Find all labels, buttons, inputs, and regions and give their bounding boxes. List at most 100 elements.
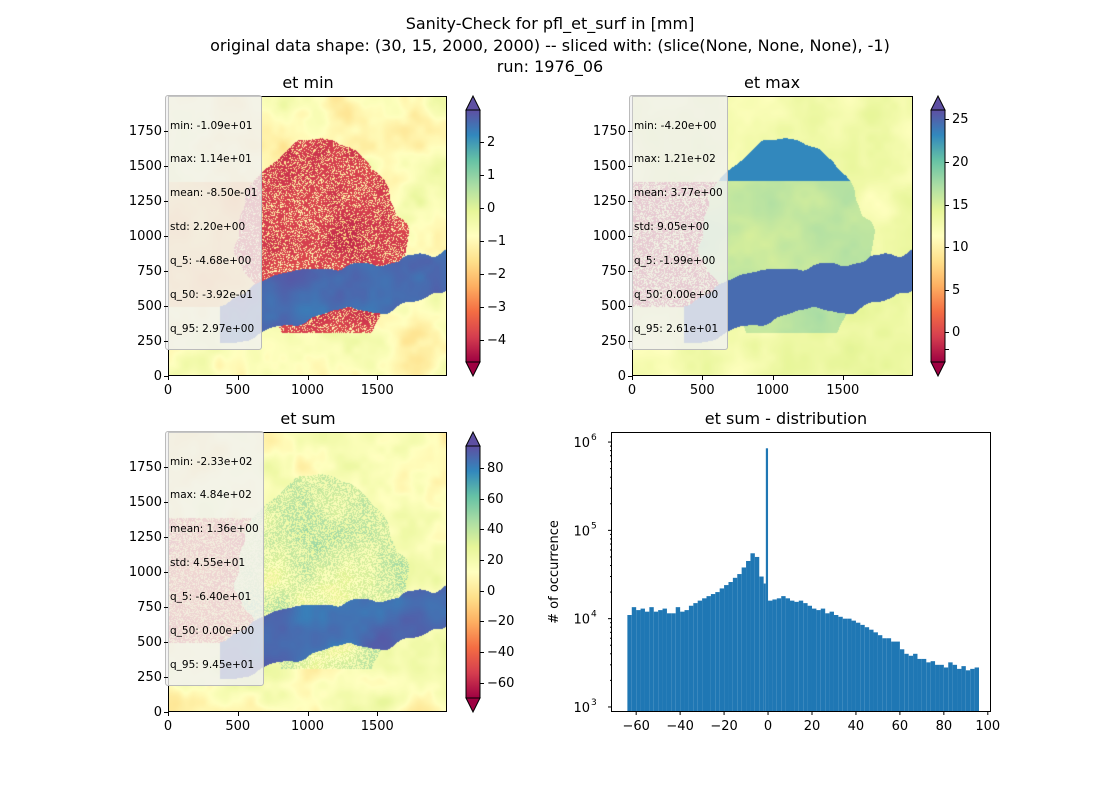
histogram-bar xyxy=(851,620,856,711)
x-tick-label: −60 xyxy=(622,719,649,734)
histogram-bar xyxy=(803,603,808,711)
y-tick-mark xyxy=(164,467,168,468)
panel-title-et-sum: et sum xyxy=(280,409,336,428)
histogram-bar xyxy=(961,666,966,711)
colorbar-tick-label: 0 xyxy=(952,325,961,341)
stat-line: q_50: 0.00e+00 xyxy=(170,625,255,638)
histogram-bar xyxy=(750,553,755,711)
histogram-bar xyxy=(829,611,834,711)
colorbar-tick-mark xyxy=(480,141,484,143)
colorbar-tick-label: 0 xyxy=(487,200,496,216)
histogram-bar xyxy=(754,556,760,711)
colorbar-tick-label: 60 xyxy=(487,491,504,507)
y-tick-mark xyxy=(164,201,168,202)
colorbar-tick-label: −40 xyxy=(487,645,515,661)
stat-line: max: 4.84e+02 xyxy=(170,489,252,502)
y-tick-label: 1250 xyxy=(128,194,162,209)
colorbar-tick-label: −3 xyxy=(487,299,507,315)
histogram-bar xyxy=(684,610,689,711)
x-tick-mark xyxy=(377,376,379,380)
stat-line: q_5: -1.99e+00 xyxy=(634,255,716,268)
histogram-bar xyxy=(776,598,782,711)
figure-title-line-3: run: 1976_06 xyxy=(496,57,604,76)
y-tick-label: 0 xyxy=(617,369,626,384)
colorbar-tick-label: 0 xyxy=(487,583,496,599)
y-tick-mark xyxy=(164,271,168,272)
histogram-bar xyxy=(952,664,958,711)
x-tick-label: 1500 xyxy=(360,383,394,398)
histogram-bar xyxy=(873,632,878,711)
histogram-bar xyxy=(759,576,764,711)
stat-line: std: 4.55e+01 xyxy=(170,557,246,570)
histogram-bar xyxy=(974,667,980,711)
histogram-bar xyxy=(891,641,896,711)
x-tick-mark xyxy=(307,376,309,380)
y-tick-label: 1500 xyxy=(128,495,162,510)
x-tick-mark xyxy=(237,712,239,716)
histogram-bar xyxy=(728,582,733,711)
histogram-bar xyxy=(772,599,777,711)
histogram-bar xyxy=(957,668,962,711)
y-tick-label: 0 xyxy=(153,369,162,384)
histogram-bar xyxy=(653,611,659,711)
y-tick-mark xyxy=(164,502,168,503)
y-tick-mark xyxy=(628,376,632,377)
histogram-bars xyxy=(627,448,980,711)
colorbar-bottom-arrow xyxy=(465,361,481,378)
colorbar-tick-label: 10 xyxy=(952,240,969,256)
histogram-bar xyxy=(644,611,650,711)
histogram-bar xyxy=(702,598,707,711)
colorbar-tick-label: 1 xyxy=(487,167,496,183)
histogram-bar xyxy=(864,627,870,711)
histogram-bar xyxy=(970,668,975,711)
y-tick-mark xyxy=(628,271,632,272)
histogram-bar xyxy=(847,618,852,711)
histogram-bar xyxy=(855,622,861,711)
histogram-bar xyxy=(627,615,632,711)
colorbar-tick-label: 80 xyxy=(487,461,504,477)
histogram-bar xyxy=(693,603,698,711)
histogram-bar xyxy=(719,588,725,711)
stat-line: std: 2.20e+00 xyxy=(170,221,246,234)
colorbar-gradient xyxy=(930,109,946,363)
histogram-bar xyxy=(895,641,900,711)
y-tick-label: 1250 xyxy=(592,194,626,209)
stat-line: q_95: 9.45e+01 xyxy=(170,658,255,671)
histogram-frame xyxy=(611,432,991,712)
colorbar-tick-mark xyxy=(945,289,949,291)
y-tick-mark xyxy=(628,236,632,237)
x-tick-label: 0 xyxy=(764,719,772,734)
colorbar-tick-mark xyxy=(945,119,949,121)
histogram-bar xyxy=(921,658,927,711)
y-tick-label: 500 xyxy=(137,299,162,314)
colorbar-tick-mark xyxy=(945,204,949,206)
histogram-bar xyxy=(688,605,694,711)
stat-line: max: 1.21e+02 xyxy=(634,153,716,166)
y-tick-label: 750 xyxy=(601,264,626,279)
histogram-bar xyxy=(765,448,769,711)
colorbar-et-min: 2 1 0 −1 −2 −3 −4 xyxy=(465,94,506,378)
colorbar-tick-label: −60 xyxy=(487,675,515,691)
histogram-bar xyxy=(860,624,865,711)
y-tick-label: 500 xyxy=(137,635,162,650)
y-tick-mark xyxy=(164,236,168,237)
colorbar-et-sum-svg xyxy=(465,430,481,714)
histogram-bar xyxy=(943,667,949,711)
histogram-bar xyxy=(930,661,936,711)
figure-title-line-2: original data shape: (30, 15, 2000, 2000… xyxy=(210,36,890,55)
y-tick-label: 250 xyxy=(137,670,162,685)
x-tick-mark xyxy=(168,376,169,380)
colorbar-tick-mark xyxy=(480,174,484,176)
colorbar-tick-label: −1 xyxy=(487,233,507,249)
y-tick-label: 1500 xyxy=(592,159,626,174)
histogram-bar xyxy=(842,618,848,711)
y-tick-mark xyxy=(164,376,168,377)
y-tick-mark xyxy=(628,341,632,342)
histogram-bar xyxy=(732,577,738,711)
y-tick-exponent: 5 xyxy=(591,521,597,531)
histogram-bar xyxy=(811,608,817,711)
y-tick-label: 250 xyxy=(137,334,162,349)
histogram-bar xyxy=(662,608,667,711)
panel-title-et-max: et max xyxy=(743,73,801,92)
figure-title-line-1: Sanity-Check for pfl_et_surf in [mm] xyxy=(405,14,695,33)
